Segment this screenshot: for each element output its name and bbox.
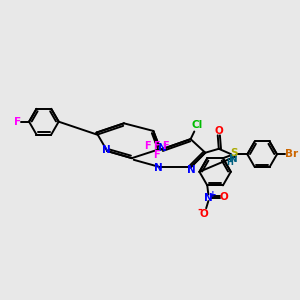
Text: -: - xyxy=(198,204,203,214)
Text: N: N xyxy=(204,194,213,203)
Text: O: O xyxy=(199,209,208,219)
Text: F: F xyxy=(153,150,160,161)
Text: H: H xyxy=(227,158,234,167)
Text: F: F xyxy=(14,117,21,127)
Text: N: N xyxy=(187,165,196,175)
Text: N: N xyxy=(229,154,238,164)
Text: N: N xyxy=(158,143,167,153)
Text: Cl: Cl xyxy=(192,119,203,130)
Text: O: O xyxy=(219,192,228,203)
Text: Br: Br xyxy=(285,149,298,159)
Text: O: O xyxy=(214,126,223,136)
Text: F: F xyxy=(162,141,169,151)
Text: F: F xyxy=(153,141,160,151)
Text: S: S xyxy=(231,148,238,158)
Text: N: N xyxy=(102,145,111,154)
Text: +: + xyxy=(209,190,217,199)
Text: N: N xyxy=(154,163,163,173)
Text: F: F xyxy=(144,141,151,151)
